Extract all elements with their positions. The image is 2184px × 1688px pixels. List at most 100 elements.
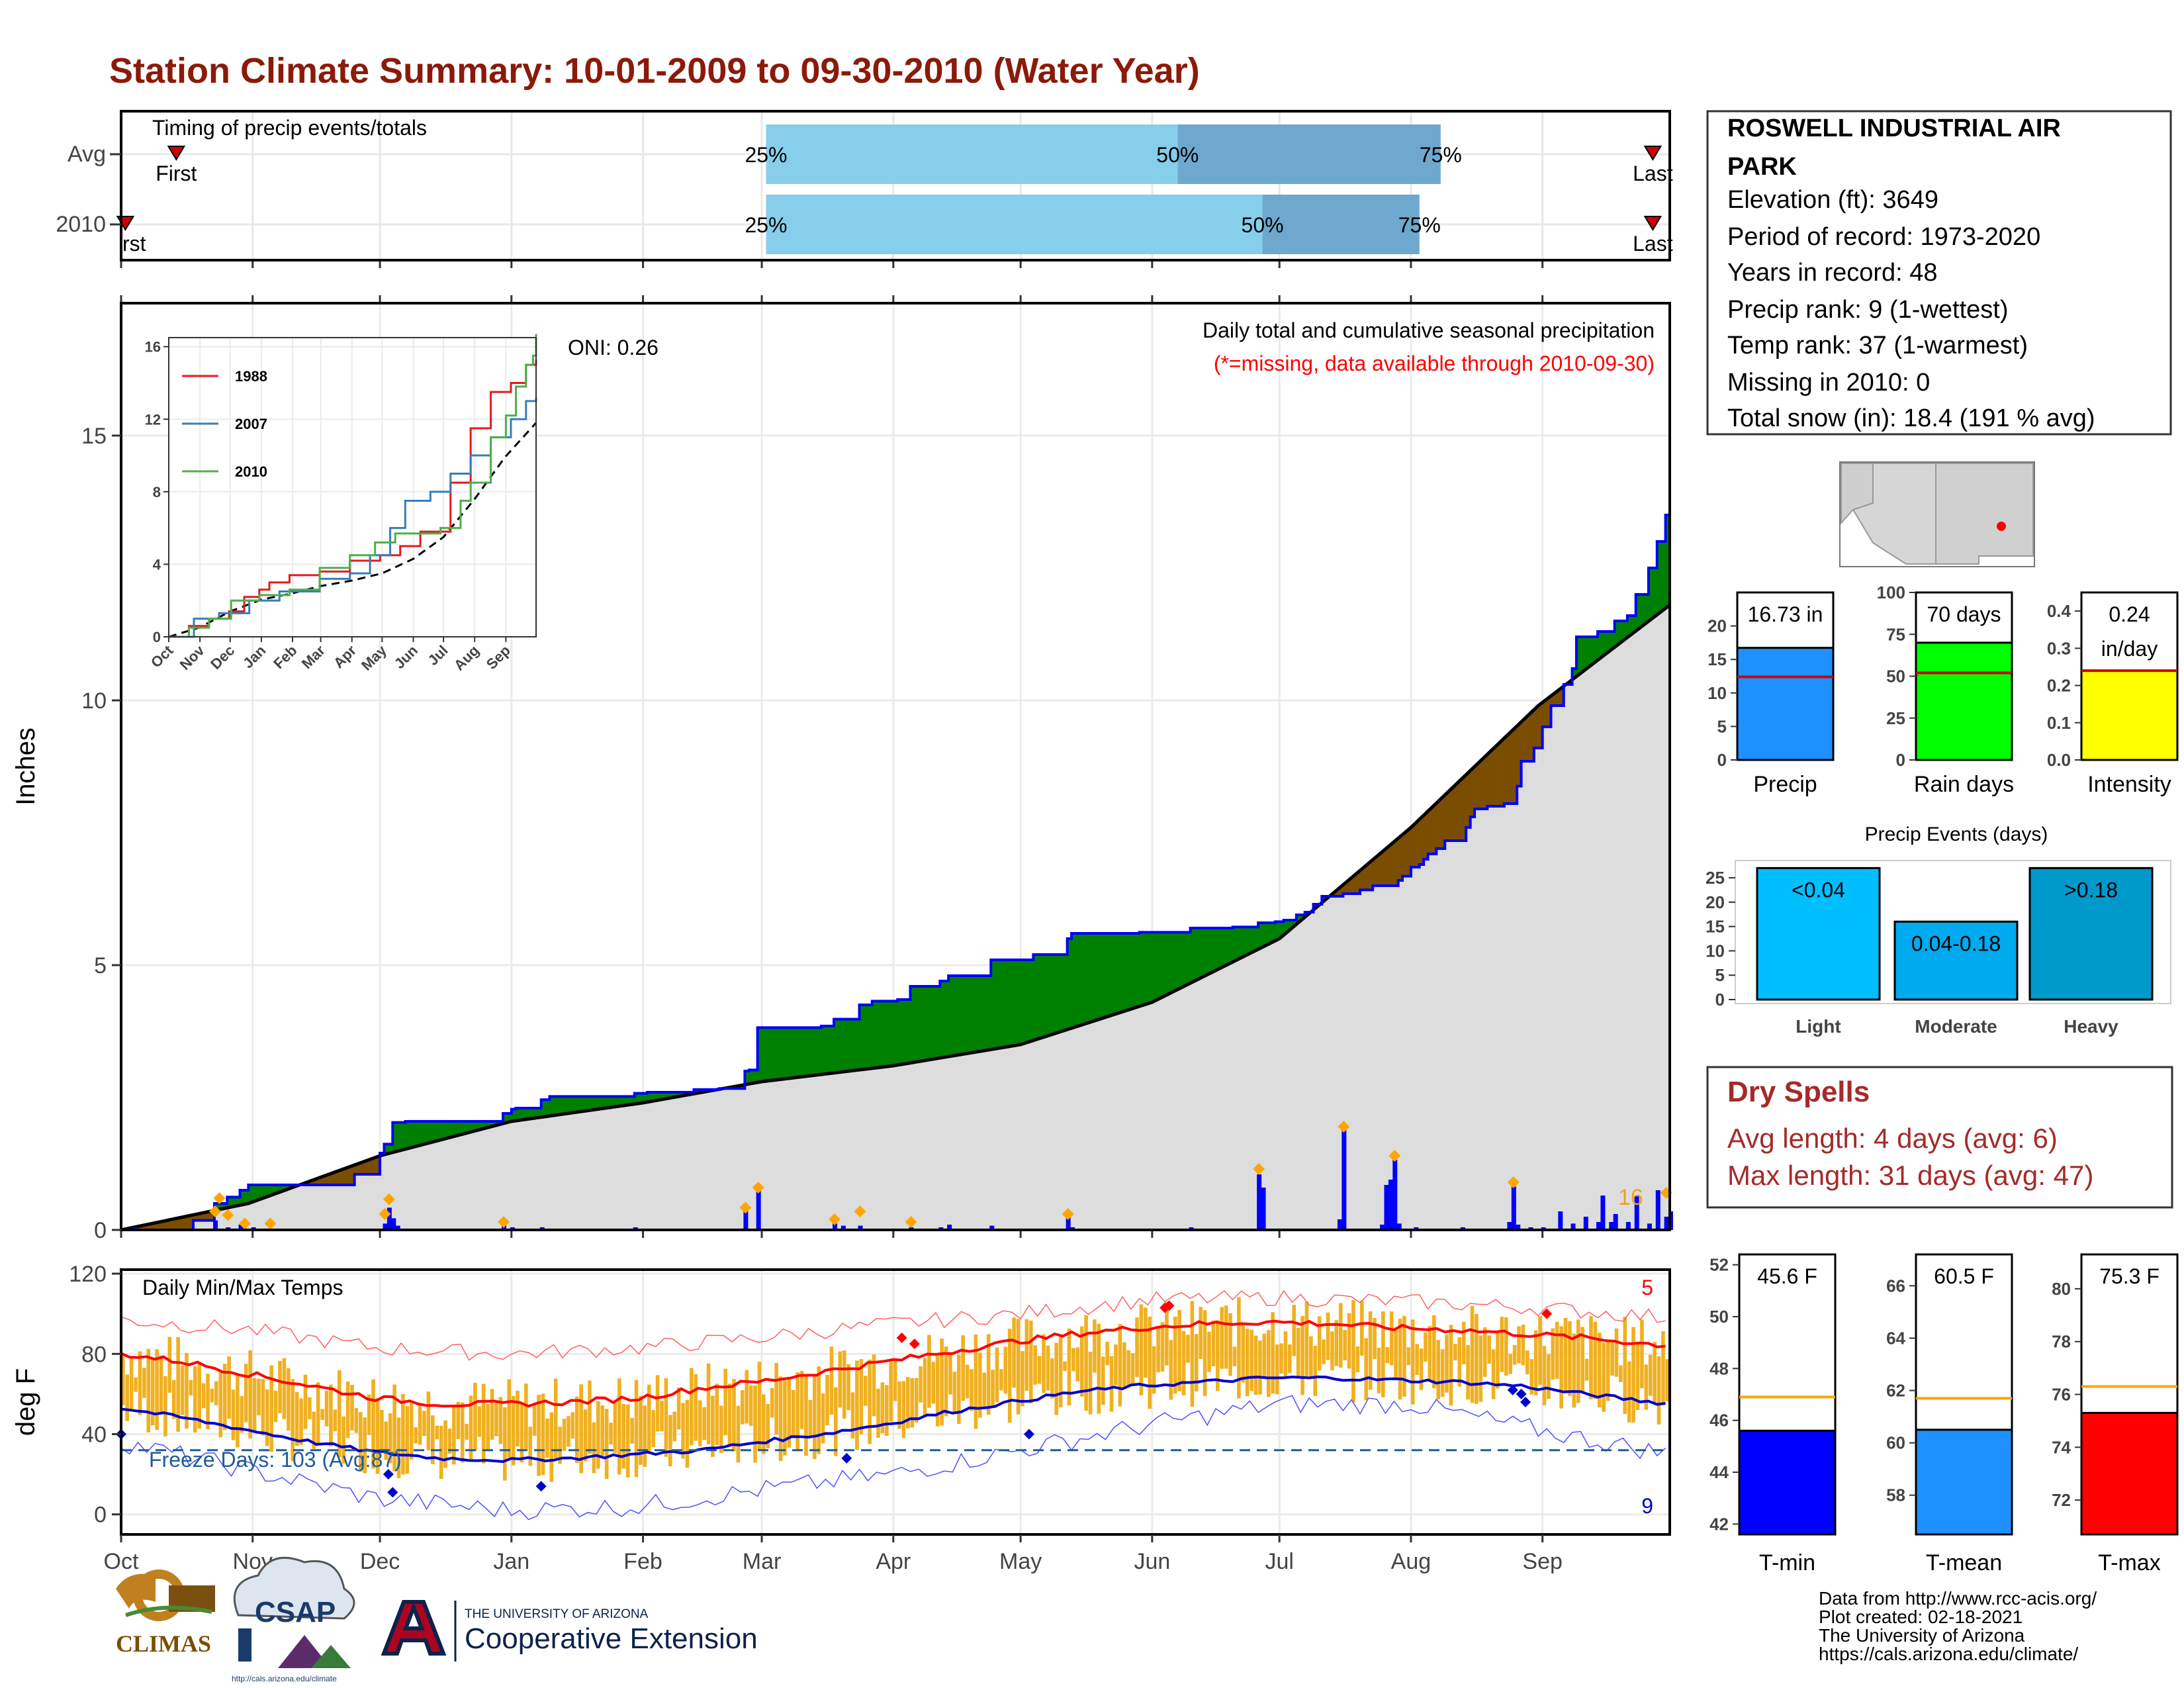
daily-temp-bar (562, 1419, 567, 1451)
inset-legend-label: 2007 (235, 416, 267, 432)
temp-x-tick-label: Dec (360, 1549, 400, 1574)
surplus-fill (609, 1096, 614, 1107)
daily-temp-bar (507, 1379, 511, 1458)
daily-precip-bar (238, 1225, 244, 1230)
daily-temp-bar (248, 1350, 252, 1439)
surplus-fill (1186, 932, 1191, 984)
deficit-fill (375, 1156, 381, 1174)
surplus-fill (766, 1027, 771, 1081)
daily-temp-bar (469, 1395, 473, 1460)
surplus-fill (825, 1026, 831, 1074)
daily-temp-bar (1381, 1311, 1385, 1397)
deficit-fill (1440, 797, 1445, 849)
temp-summary-tick-label: 58 (1886, 1485, 1905, 1505)
events-bar (1756, 867, 1881, 1001)
daily-temp-bar (596, 1401, 600, 1469)
daily-temp-bar (1661, 1331, 1665, 1404)
deficit-fill (1449, 788, 1454, 841)
daily-temp-bar (1635, 1344, 1640, 1411)
deficit-fill (1482, 756, 1488, 809)
precip-main-title: Daily total and cumulative seasonal prec… (1203, 318, 1655, 342)
deficit-fill (371, 1158, 377, 1174)
surplus-fill (774, 1027, 780, 1080)
daily-temp-bar (672, 1411, 677, 1442)
surplus-fill (1101, 933, 1106, 1018)
daily-temp-bar (1436, 1340, 1440, 1400)
daily-temp-bar (1181, 1331, 1186, 1395)
events-bar (2028, 867, 2154, 1001)
surplus-fill (880, 1001, 886, 1067)
daily-temp-bar (715, 1383, 719, 1446)
timing-row-2010: 2010 (56, 212, 106, 237)
surplus-fill (664, 1092, 669, 1099)
surplus-fill (426, 1121, 432, 1143)
surplus-fill (431, 1121, 436, 1143)
daily-temp-bar (1211, 1320, 1216, 1366)
daily-temp-bar (838, 1351, 842, 1408)
surplus-fill (1160, 932, 1165, 997)
surplus-fill (762, 1027, 767, 1082)
events-bar (1893, 920, 2019, 1001)
surplus-fill (1058, 955, 1064, 1032)
surplus-fill (1093, 933, 1098, 1021)
dry-spells-title: Dry Spells (1727, 1076, 1870, 1108)
surplus-fill (396, 1122, 402, 1151)
daily-temp-bar (1165, 1301, 1169, 1366)
temp-summary-tick-label: 64 (1886, 1329, 1905, 1348)
daily-temp-bar (1602, 1342, 1606, 1412)
daily-temp-bar (227, 1356, 231, 1419)
daily-temp-bar (443, 1420, 447, 1468)
daily-temp-bar (1496, 1331, 1500, 1389)
deficit-fill (1428, 809, 1433, 854)
daily-temp-bar (1122, 1342, 1126, 1389)
deficit-fill (1347, 879, 1352, 894)
surplus-fill (1271, 923, 1276, 942)
daily-precip-bar (391, 1218, 396, 1230)
daily-temp-bar (625, 1404, 630, 1477)
precip-events-title: Precip Events (days) (1865, 823, 2048, 845)
daily-precip-bar (1516, 1225, 1521, 1230)
daily-temp-bar (1097, 1323, 1101, 1414)
daily-precip-bar (1613, 1214, 1618, 1230)
timing-pct-label: 25% (745, 143, 787, 167)
daily-temp-bar (291, 1379, 295, 1462)
daily-temp-bar (1130, 1353, 1135, 1384)
daily-temp-bar (961, 1335, 965, 1401)
daily-temp-bar (159, 1355, 163, 1415)
surplus-fill (770, 1027, 775, 1081)
daily-temp-bar (477, 1406, 482, 1437)
credit-line1: Data from http://www.rcc-acis.org/ (1819, 1588, 2097, 1609)
daily-temp-bar (261, 1379, 265, 1436)
daily-temp-bar (1245, 1329, 1250, 1397)
daily-temp-bar (171, 1380, 176, 1419)
surplus-fill (1245, 927, 1250, 955)
surplus-fill (676, 1092, 682, 1097)
temp-summary-tick-label: 76 (2052, 1385, 2071, 1405)
events-category-label: Moderate (1915, 1016, 1997, 1037)
daily-temp-bar (1063, 1361, 1067, 1372)
daily-temp-bar (986, 1334, 991, 1415)
daily-temp-bar (876, 1388, 880, 1438)
precip-y-tick-label: 10 (81, 688, 107, 714)
station-name-line2: PARK (1727, 153, 1797, 181)
dry-spells-max: Max length: 31 days (avg: 47) (1727, 1160, 2093, 1191)
surplus-fill (1173, 932, 1178, 991)
deficit-fill (1338, 886, 1343, 896)
daily-temp-bar (634, 1380, 639, 1477)
daily-temp-bar (388, 1413, 392, 1464)
surplus-fill (248, 1185, 253, 1203)
deficit-fill (1432, 805, 1437, 854)
daily-temp-bar (473, 1383, 477, 1451)
inset-legend-label: 1988 (235, 368, 267, 385)
surplus-fill (804, 1027, 809, 1076)
inset-y-tick-label: 8 (153, 484, 161, 500)
precip-y-tick-label: 15 (81, 424, 107, 449)
surplus-fill (532, 1108, 537, 1119)
surplus-fill (838, 1019, 843, 1072)
daily-temp-bar (1593, 1321, 1598, 1399)
surplus-fill (604, 1096, 610, 1108)
surplus-fill (842, 1019, 847, 1072)
deficit-fill (1479, 760, 1484, 809)
deficit-fill (308, 1181, 313, 1185)
daily-temp-bar (273, 1390, 278, 1423)
